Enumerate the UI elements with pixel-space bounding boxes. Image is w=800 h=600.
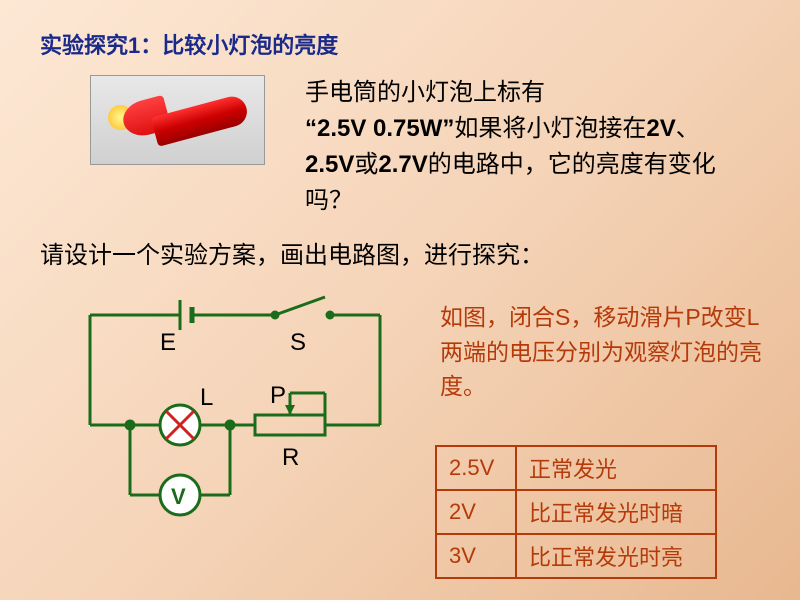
circuit-label-l: L xyxy=(200,384,213,411)
intro-spec: 2.5V 0.75W” xyxy=(317,115,454,142)
intro-sep2: 或 xyxy=(354,151,378,178)
intro-line2-rest: 如果将小灯泡接在 xyxy=(454,115,646,142)
circuit-label-v: V xyxy=(171,484,186,509)
intro-v3: 2.7V xyxy=(378,151,427,178)
flashlight-shape xyxy=(108,95,248,145)
instruction-text: 如图，闭合S，移动滑片P改变L两端的电压分别为观察灯泡的亮度。 xyxy=(440,300,770,404)
flashlight-body xyxy=(150,93,250,147)
table-row: 2V 比正常发光时暗 xyxy=(436,490,716,534)
table-cell-voltage: 2V xyxy=(436,490,516,534)
page-title: 实验探究1：比较小灯泡的亮度 xyxy=(40,28,338,60)
intro-sep1: 、 xyxy=(676,115,700,142)
flashlight-image xyxy=(90,75,265,165)
intro-v1: 2V xyxy=(646,115,675,142)
table-cell-result: 正常发光 xyxy=(516,446,716,490)
design-prompt: 请设计一个实验方案，画出电路图，进行探究： xyxy=(40,235,544,270)
intro-quote-open: “ xyxy=(305,115,317,142)
table-cell-result: 比正常发光时暗 xyxy=(516,490,716,534)
table-cell-result: 比正常发光时亮 xyxy=(516,534,716,578)
table-cell-voltage: 2.5V xyxy=(436,446,516,490)
circuit-diagram: E S L P R V xyxy=(60,285,400,535)
circuit-label-p: P xyxy=(270,382,286,409)
intro-text: 手电筒的小灯泡上标有 “2.5V 0.75W”如果将小灯泡接在2V、 2.5V或2… xyxy=(305,75,745,219)
intro-line1: 手电筒的小灯泡上标有 xyxy=(305,79,545,106)
intro-v2: 2.5V xyxy=(305,151,354,178)
table-row: 3V 比正常发光时亮 xyxy=(436,534,716,578)
results-table: 2.5V 正常发光 2V 比正常发光时暗 3V 比正常发光时亮 xyxy=(435,445,717,579)
circuit-label-e: E xyxy=(160,329,176,356)
table-row: 2.5V 正常发光 xyxy=(436,446,716,490)
circuit-label-s: S xyxy=(290,329,306,356)
table-cell-voltage: 3V xyxy=(436,534,516,578)
circuit-label-r: R xyxy=(282,444,299,471)
